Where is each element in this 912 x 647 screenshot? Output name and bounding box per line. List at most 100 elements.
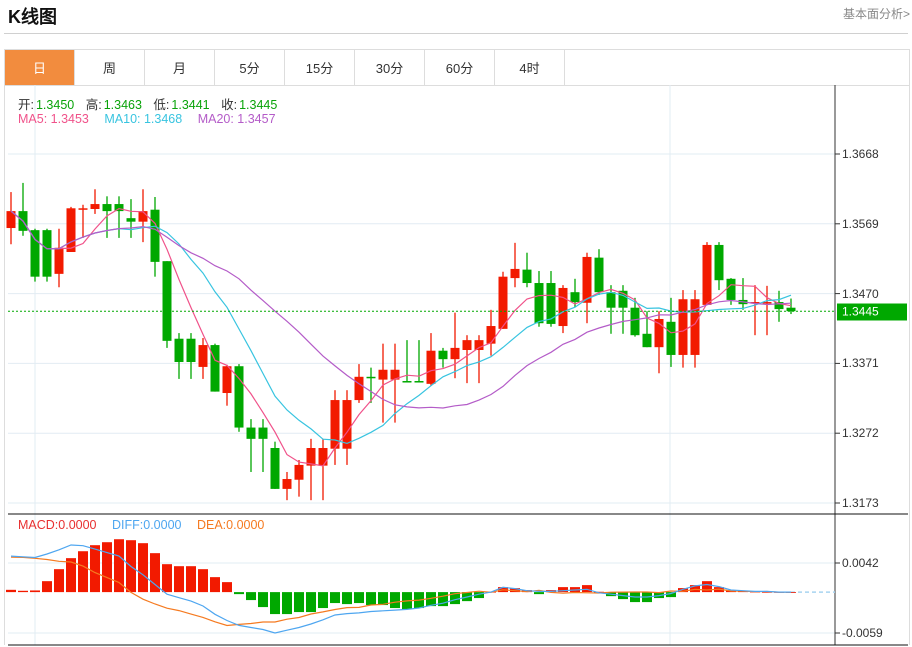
axis-tick-label: 0.0042	[842, 556, 879, 570]
candle-up	[582, 256, 592, 303]
high-label: 高:	[85, 98, 102, 112]
ma5-value: MA5: 1.3453	[18, 112, 89, 126]
open-value: 1.3450	[35, 98, 75, 112]
candle-up	[198, 345, 208, 367]
page-title: K线图	[8, 7, 57, 27]
macd-bar	[318, 592, 328, 609]
candle-down	[618, 290, 628, 308]
candle-up	[486, 326, 496, 344]
axis-tick-label: 1.3470	[842, 286, 879, 301]
dea-value: DEA:0.0000	[196, 518, 265, 532]
macd-bar	[150, 553, 160, 593]
period-tabs: 日 周 月 5分 15分 30分 60分 4时	[4, 49, 910, 86]
candle-up	[378, 369, 388, 380]
candle-up	[462, 340, 472, 351]
macd-bar	[234, 592, 244, 595]
ma10-value: MA10: 1.3468	[104, 112, 183, 126]
macd-bar	[438, 592, 448, 607]
candle-up	[510, 268, 520, 279]
candle-down	[774, 302, 784, 310]
macd-bar	[366, 592, 376, 606]
fundamental-analysis-link[interactable]: 基本面分析>	[842, 7, 910, 21]
candle-down	[786, 307, 796, 312]
macd-bar	[186, 566, 196, 593]
candle-up	[294, 464, 304, 480]
tab-day[interactable]: 日	[5, 50, 75, 85]
candle-down	[246, 427, 256, 439]
candle-down	[258, 427, 268, 439]
macd-bar	[282, 592, 292, 615]
macd-info: MACD:0.0000 DIFF:0.0000 DEA:0.0000	[18, 518, 266, 532]
candle-up	[426, 350, 436, 384]
tab-month[interactable]: 月	[145, 50, 215, 85]
candle-up	[54, 247, 64, 274]
candle-down	[150, 209, 160, 262]
axis-tick-label: 1.3272	[842, 426, 879, 441]
candle-down	[126, 218, 136, 222]
macd-bar	[678, 588, 688, 593]
candle-up	[330, 400, 340, 449]
macd-bar	[342, 592, 352, 605]
candle-up	[654, 318, 664, 348]
macd-bar	[198, 569, 208, 593]
macd-bar	[30, 590, 40, 593]
candle-down	[102, 204, 112, 212]
macd-bar	[246, 592, 256, 601]
macd-bar	[6, 589, 16, 593]
candle-down	[438, 350, 448, 360]
dea-line	[10, 556, 792, 627]
candle-up	[318, 448, 328, 466]
candle-up	[474, 340, 484, 351]
candle-up	[342, 400, 352, 449]
macd-bar	[558, 587, 568, 593]
tab-week[interactable]: 周	[75, 50, 145, 85]
candle-up	[354, 376, 364, 401]
tab-60min[interactable]: 60分	[425, 50, 495, 85]
macd-bar	[54, 569, 64, 593]
header-divider	[4, 33, 908, 34]
candle-down	[210, 345, 220, 392]
candle-down	[366, 376, 376, 379]
axis-tick-label: 1.3569	[842, 216, 879, 231]
candle-down	[270, 448, 280, 489]
macd-bar	[582, 585, 592, 593]
macd-bar	[762, 591, 772, 593]
tab-4hour[interactable]: 4时	[495, 50, 565, 85]
candle-up	[498, 276, 508, 329]
ma20-value: MA20: 1.3457	[197, 112, 276, 126]
open-label: 开:	[18, 98, 34, 112]
ma20-line	[10, 210, 792, 409]
close-value: 1.3445	[239, 98, 278, 112]
candle-down	[30, 230, 40, 277]
axis-tick-label: 1.3668	[842, 147, 879, 161]
macd-bar	[666, 592, 676, 598]
macd-bar	[474, 592, 484, 599]
candle-up	[750, 302, 760, 304]
candle-down	[546, 283, 556, 324]
candle-up	[690, 299, 700, 355]
candle-down	[186, 338, 196, 362]
candle-down	[174, 338, 184, 362]
candle-down	[642, 333, 652, 348]
candle-down	[594, 257, 604, 293]
macd-bar	[138, 543, 148, 593]
macd-bar	[258, 592, 268, 608]
axis-tick-label: -0.0059	[842, 626, 883, 640]
axis-tick-label: 1.3371	[842, 356, 879, 371]
macd-bar	[114, 539, 124, 593]
macd-bar	[690, 585, 700, 593]
candle-up	[282, 479, 292, 489]
candle-up	[138, 211, 148, 222]
tab-30min[interactable]: 30分	[355, 50, 425, 85]
macd-bar	[42, 581, 52, 593]
tab-15min[interactable]: 15分	[285, 50, 355, 85]
candle-down	[234, 366, 244, 428]
tab-5min[interactable]: 5分	[215, 50, 285, 85]
candle-up	[450, 347, 460, 360]
candle-down	[522, 269, 532, 284]
candle-up	[306, 448, 316, 466]
candle-down	[114, 204, 124, 212]
candle-down	[666, 321, 676, 355]
candle-down	[606, 292, 616, 308]
